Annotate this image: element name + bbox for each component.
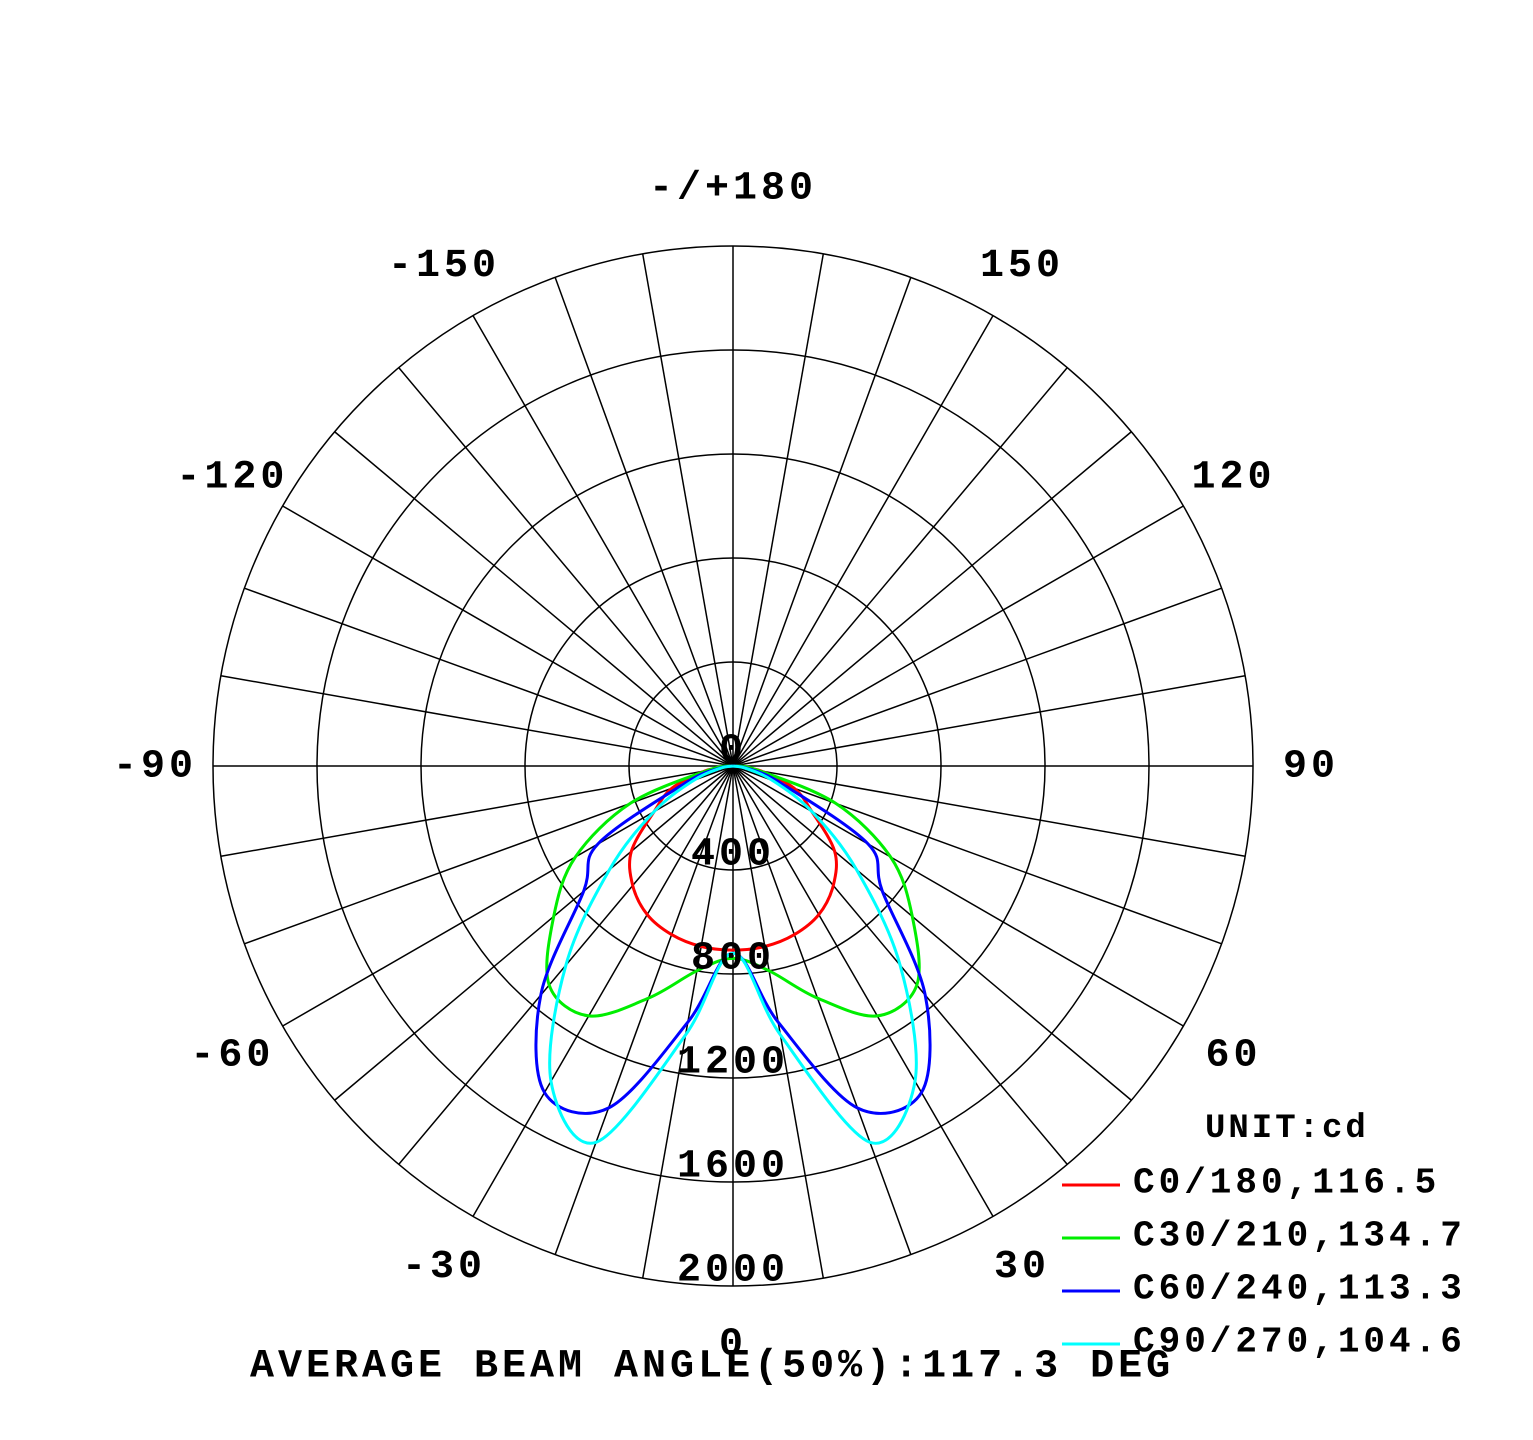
angle-tick-label: 30 xyxy=(994,1245,1050,1290)
spoke xyxy=(472,765,734,1217)
spoke xyxy=(732,505,1184,767)
spoke xyxy=(732,674,1246,767)
spoke xyxy=(220,674,734,767)
legend-title: UNIT:cd xyxy=(1205,1110,1369,1148)
angle-tick-label: -30 xyxy=(402,1245,486,1290)
grid-ring xyxy=(420,453,1046,1079)
angle-tick-label: -90 xyxy=(113,745,197,790)
grid-ring xyxy=(628,661,838,871)
spoke xyxy=(732,277,912,767)
spoke xyxy=(732,587,1222,767)
series-curve xyxy=(545,764,921,1018)
legend-label: C60/240,113.3 xyxy=(1133,1269,1466,1310)
spoke xyxy=(244,587,734,767)
angle-tick-label: 120 xyxy=(1192,456,1276,501)
spoke xyxy=(732,765,1246,858)
spoke xyxy=(472,315,734,767)
grid-ring xyxy=(212,245,1254,1287)
spoke xyxy=(732,765,994,1217)
labels: 0 400 800 1200 1600 2000 0 30 60 90 120 150 -/+180 -1… xyxy=(113,167,1339,1368)
grid-ring xyxy=(524,557,942,975)
radial-tick-label: 800 xyxy=(691,937,775,982)
spoke xyxy=(732,431,1132,767)
footer: AVERAGE BEAM ANGLE(50%):117.3 DEG xyxy=(250,1345,1174,1390)
legend-label: C0/180,116.5 xyxy=(1133,1163,1440,1204)
angle-tick-label: 0 xyxy=(719,1323,747,1368)
spoke xyxy=(732,253,825,767)
legend-label: C30/210,134.7 xyxy=(1133,1216,1466,1257)
spoke xyxy=(732,765,1132,1101)
spoke xyxy=(334,431,734,767)
spoke xyxy=(554,277,734,767)
polar-grid xyxy=(212,245,1254,1287)
radial-tick-label: 400 xyxy=(691,833,775,878)
spoke xyxy=(554,765,734,1255)
angle-tick-label: 60 xyxy=(1206,1034,1262,1079)
spoke xyxy=(220,765,734,858)
spoke xyxy=(334,765,734,1101)
angle-tick-label: -60 xyxy=(190,1034,274,1079)
angle-tick-label: -150 xyxy=(388,244,500,289)
angle-tick-label: 150 xyxy=(980,244,1064,289)
angle-tick-label: -/+180 xyxy=(649,167,817,212)
radial-tick-label: 2000 xyxy=(677,1249,789,1294)
spoke xyxy=(282,505,734,767)
series-curve xyxy=(548,764,918,1145)
grid-ring xyxy=(316,349,1150,1183)
radial-tick-label: 1600 xyxy=(677,1145,789,1190)
spoke xyxy=(732,315,994,767)
radial-tick-label: 1200 xyxy=(677,1041,789,1086)
curves xyxy=(534,764,932,1145)
spoke xyxy=(244,765,734,945)
angle-tick-label: 90 xyxy=(1283,745,1339,790)
spoke xyxy=(732,367,1068,767)
spoke xyxy=(732,765,1222,945)
spoke xyxy=(398,367,734,767)
legend-label: C90/270,104.6 xyxy=(1133,1322,1466,1363)
angle-tick-label: -120 xyxy=(176,456,288,501)
spoke xyxy=(732,765,912,1255)
radial-tick-label: 0 xyxy=(719,729,747,774)
spoke xyxy=(641,253,734,767)
